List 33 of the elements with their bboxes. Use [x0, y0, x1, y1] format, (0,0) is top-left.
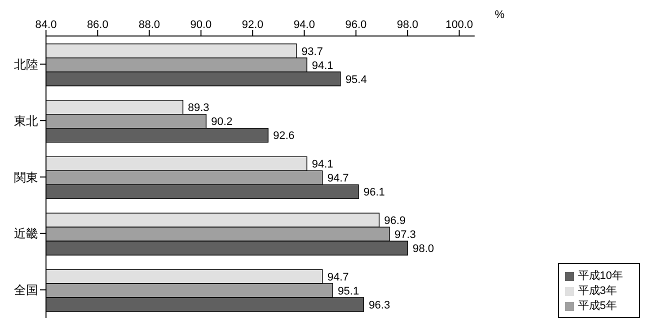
data-label: 90.2: [211, 116, 233, 128]
x-tick-label: 88.0: [138, 19, 160, 31]
legend-label: 平成5年: [578, 300, 617, 312]
y-tick-label: 全国: [14, 283, 38, 298]
y-tick-label: 東北: [14, 114, 38, 128]
data-label: 96.3: [368, 299, 390, 312]
legend-label: 平成3年: [578, 285, 617, 297]
data-label: 98.0: [412, 243, 434, 255]
data-label: 97.3: [394, 229, 416, 241]
data-label: 94.7: [327, 172, 349, 185]
data-label: 92.6: [273, 130, 295, 142]
y-tick-label: 関東: [14, 170, 38, 184]
data-label: 94.7: [327, 271, 349, 284]
data-label: 89.3: [188, 102, 210, 114]
data-label: 95.1: [338, 285, 360, 298]
x-tick-label: 86.0: [86, 19, 108, 31]
x-tick-label: 92.0: [242, 19, 264, 31]
x-tick-label: 96.0: [345, 19, 367, 31]
data-label: 96.9: [384, 215, 406, 227]
data-label: 95.4: [345, 74, 367, 86]
x-tick-label: 84.0: [35, 19, 57, 31]
x-tick-label: 100.0: [445, 19, 474, 31]
data-label: 93.7: [302, 46, 323, 58]
data-label: 96.1: [364, 186, 385, 199]
legend-label: 平成10年: [578, 270, 623, 282]
x-tick-label: 98.0: [396, 19, 418, 31]
x-tick-label: 94.0: [294, 19, 315, 31]
y-tick-label: 近畿: [14, 226, 38, 241]
x-tick-label: 90.0: [190, 19, 212, 31]
y-tick-label: 北陸: [14, 57, 38, 72]
data-label: 94.1: [312, 60, 334, 72]
data-label: 94.1: [312, 158, 334, 171]
x-axis-title: %: [494, 8, 505, 21]
